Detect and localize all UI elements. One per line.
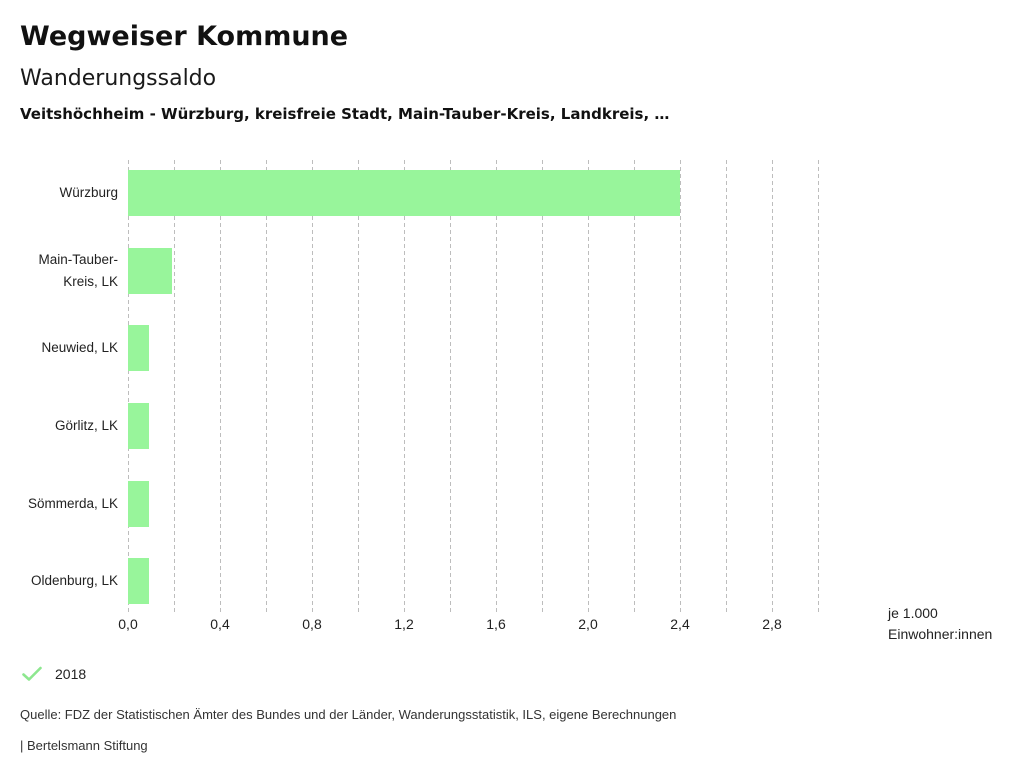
gridline: [358, 160, 359, 612]
axis-unit-line-2: Einwohner:innen: [888, 626, 993, 642]
y-axis-label: Sömmerda, LK: [27, 495, 118, 511]
x-axis-tick-label: 2,4: [670, 616, 690, 632]
gridline: [174, 160, 175, 612]
app-title: Wegweiser Kommune: [20, 21, 349, 52]
x-axis-tick-label: 1,6: [486, 616, 506, 632]
bar[interactable]: [128, 480, 149, 527]
gridline: [542, 160, 543, 612]
axis-unit-line-1: je 1.000: [888, 605, 938, 621]
x-axis-tick-label: 0,8: [302, 616, 322, 632]
bar[interactable]: [128, 558, 149, 605]
x-axis-tick-label: 2,0: [578, 616, 598, 632]
chart-title: Wanderungssaldo: [20, 66, 217, 91]
y-axis-label: Main-Tauber-Kreis, LK: [38, 251, 118, 289]
axis-unit-label: je 1.000 Einwohner:innen: [888, 603, 992, 645]
bar[interactable]: [128, 325, 149, 372]
bar[interactable]: [128, 169, 680, 216]
attribution: | Bertelsmann Stiftung: [20, 738, 148, 753]
gridline: [312, 160, 313, 612]
gridline: [772, 160, 773, 612]
legend-item-2018[interactable]: 2018: [22, 663, 86, 685]
source-note: Quelle: FDZ der Statistischen Ämter des …: [20, 707, 677, 722]
x-axis-tick-label: 0,4: [210, 616, 230, 632]
x-axis-tick-label: 0,0: [118, 616, 138, 632]
gridline: [220, 160, 221, 612]
bar[interactable]: [128, 247, 172, 294]
y-axis-label: Görlitz, LK: [54, 417, 118, 433]
gridline: [634, 160, 635, 612]
chart-subtitle: Veitshöchheim - Würzburg, kreisfreie Sta…: [20, 105, 670, 123]
gridline: [266, 160, 267, 612]
gridline: [450, 160, 451, 612]
check-icon: [22, 666, 42, 681]
gridline: [588, 160, 589, 612]
gridline: [496, 160, 497, 612]
gridline: [404, 160, 405, 612]
gridline: [818, 160, 819, 612]
y-axis-label: Neuwied, LK: [41, 340, 118, 356]
y-axis-label: Würzburg: [59, 184, 118, 200]
y-axis-label: Oldenburg, LK: [30, 573, 118, 589]
gridline: [680, 160, 681, 612]
legend-year-label: 2018: [55, 666, 87, 682]
gridline: [128, 160, 129, 612]
x-axis-tick-label: 2,8: [762, 616, 782, 632]
x-axis-tick-label: 1,2: [394, 616, 414, 632]
gridline: [726, 160, 727, 612]
bar[interactable]: [128, 402, 149, 449]
